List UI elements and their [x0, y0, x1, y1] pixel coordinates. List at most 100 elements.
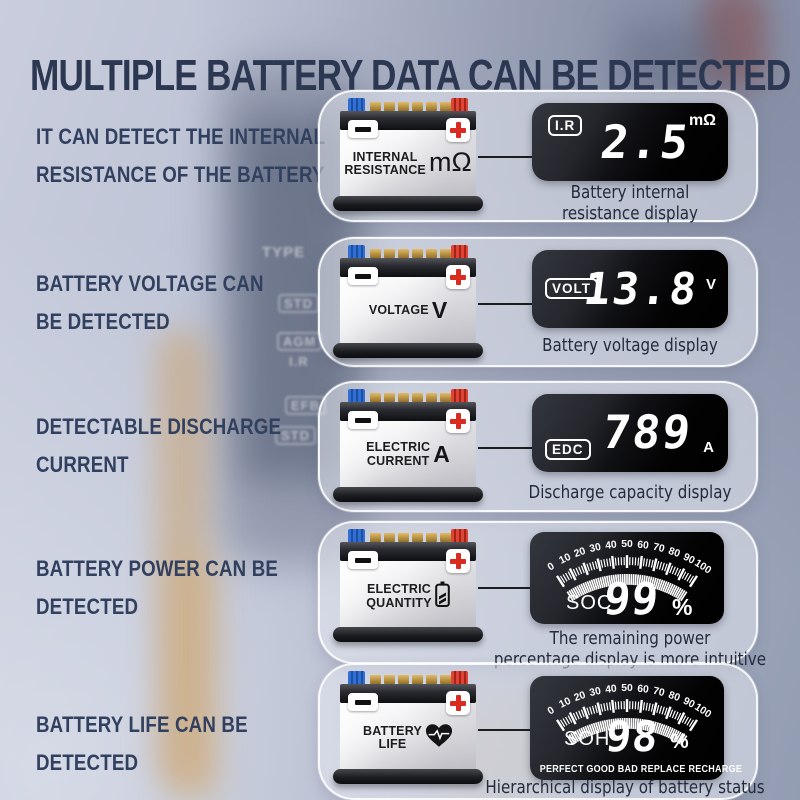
- svg-text:60: 60: [637, 540, 650, 552]
- soc-value: 99: [601, 574, 662, 625]
- faint-device-label: STD: [275, 426, 316, 445]
- battery-base: [333, 769, 483, 784]
- feature-description-life: BATTERY LIFE CAN BE DETECTED: [36, 706, 325, 782]
- battery-terminal-caps: [340, 245, 476, 258]
- negative-terminal-icon: [348, 671, 365, 684]
- display-value: 2.5: [597, 115, 694, 169]
- cell-cap-icon: [440, 675, 451, 684]
- battery-unit: V: [431, 297, 448, 323]
- minus-badge-icon: [348, 411, 378, 429]
- gauge-scale: 0 10 20 30 40 50 60 70 80 90 100: [540, 535, 714, 603]
- display-badge: I.R: [548, 115, 583, 136]
- svg-text:70: 70: [652, 542, 666, 555]
- battery-label: ELECTRIC CURRENT A: [340, 440, 476, 468]
- description-line: DETECTABLE DISCHARGE: [36, 414, 282, 439]
- feature-description-power: BATTERY POWER CAN BE DETECTED: [36, 550, 325, 626]
- lcd-display-soc: 0 10 20 30 40 50 60 70 80 90 100 SOC 99 %: [530, 532, 724, 625]
- connector-line: [478, 447, 534, 449]
- blurred-dark-shape: [618, 26, 728, 96]
- battery-illustration: INTERNAL RESISTANCE mΩ: [333, 98, 483, 211]
- battery-body: VOLTAGE V: [340, 265, 476, 343]
- positive-terminal-icon: [451, 389, 468, 402]
- feature-card-discharge-current: ELECTRIC CURRENT A EDC 789 A Discharge c…: [318, 381, 758, 512]
- description-line: DETECTED: [36, 750, 139, 775]
- display-caption: Battery internal resistance display: [496, 182, 765, 224]
- battery-illustration: VOLTAGE V: [333, 245, 483, 358]
- cell-cap-icon: [384, 102, 395, 111]
- battery-terminal-caps: [340, 671, 476, 684]
- positive-terminal-icon: [451, 529, 468, 542]
- lcd-display-voltage: VOLT 13.8 V: [532, 250, 728, 328]
- feature-card-internal-resistance: INTERNAL RESISTANCE mΩ I.R 2.5 mΩ Batter…: [318, 90, 758, 224]
- caption-line: Discharge capacity display: [528, 482, 732, 503]
- battery-base: [333, 196, 483, 211]
- cell-cap-icon: [370, 102, 381, 111]
- lcd-display-discharge-current: EDC 789 A: [532, 394, 728, 472]
- cell-cap-icon: [440, 249, 451, 258]
- cell-cap-icon: [412, 675, 423, 684]
- feature-card-life: BATTERY LIFE 0 10 20 30 40 50 60 70 80 90 100 SOH …: [318, 663, 765, 800]
- negative-terminal-icon: [348, 98, 365, 111]
- lcd-display-internal-resistance: I.R 2.5 mΩ: [532, 103, 728, 181]
- svg-text:20: 20: [573, 690, 588, 704]
- feature-card-power: ELECTRIC QUANTITY 0 10 20 30 40 50 60 70 80 90 100…: [318, 521, 766, 670]
- positive-terminal-icon: [451, 671, 468, 684]
- heart-icon: [425, 723, 453, 753]
- blurred-red-clamp: [702, 0, 766, 86]
- display-unit: A: [703, 439, 714, 456]
- cell-cap-icon: [398, 102, 409, 111]
- faint-device-label: I.R: [289, 354, 309, 369]
- positive-terminal-icon: [451, 245, 468, 258]
- battery-body: ELECTRIC QUANTITY: [340, 549, 476, 627]
- cell-cap-icon: [440, 533, 451, 542]
- description-line: BATTERY POWER CAN BE: [36, 556, 279, 581]
- feature-description-discharge-current: DETECTABLE DISCHARGE CURRENT: [36, 408, 325, 484]
- cell-cap-icon: [426, 675, 437, 684]
- display-value: 13.8: [580, 264, 702, 315]
- battery-label-line: CURRENT: [366, 453, 430, 468]
- battery-label: INTERNAL RESISTANCE mΩ: [340, 147, 476, 178]
- caption-line: Hierarchical display of battery status: [485, 777, 765, 798]
- soh-value: 98: [603, 712, 662, 761]
- faint-device-label: TYPE: [262, 244, 306, 261]
- positive-terminal-icon: [451, 98, 468, 111]
- svg-text:60: 60: [637, 684, 650, 696]
- cell-cap-icon: [426, 533, 437, 542]
- cell-cap-icon: [370, 393, 381, 402]
- svg-text:0: 0: [546, 561, 557, 573]
- battery-label-line: INTERNAL: [352, 149, 418, 164]
- display-value: 789: [599, 405, 696, 459]
- battery-base: [333, 627, 483, 642]
- battery-icon: [434, 581, 450, 612]
- description-line: CURRENT: [36, 452, 129, 477]
- svg-text:10: 10: [558, 696, 573, 711]
- caption-line: resistance display: [561, 203, 699, 224]
- svg-text:50: 50: [621, 539, 633, 550]
- battery-label-line: LIFE: [378, 737, 407, 751]
- battery-label-line: BATTERY: [362, 723, 423, 738]
- cell-cap-icon: [398, 675, 409, 684]
- cell-cap-icon: [398, 533, 409, 542]
- plus-badge-icon: [446, 118, 470, 142]
- svg-text:100: 100: [692, 702, 713, 721]
- description-line: BATTERY VOLTAGE CAN: [36, 271, 264, 296]
- cell-cap-icon: [370, 533, 381, 542]
- minus-badge-icon: [348, 120, 378, 138]
- caption-line: Battery internal: [570, 182, 690, 203]
- svg-text:50: 50: [621, 683, 633, 694]
- cell-cap-icon: [384, 533, 395, 542]
- cell-cap-icon: [412, 102, 423, 111]
- cell-cap-icon: [398, 249, 409, 258]
- battery-body: BATTERY LIFE: [340, 691, 476, 769]
- svg-text:0: 0: [546, 705, 557, 717]
- blurred-orange-strip-2: [176, 560, 216, 800]
- plus-badge-icon: [446, 691, 470, 715]
- gauge-scale: 0 10 20 30 40 50 60 70 80 90 100: [540, 679, 714, 747]
- battery-label-line: ELECTRIC: [366, 440, 431, 454]
- display-caption: Discharge capacity display: [496, 482, 765, 503]
- cell-cap-icon: [426, 393, 437, 402]
- soc-label: SOC: [566, 592, 613, 614]
- battery-body: INTERNAL RESISTANCE mΩ: [340, 118, 476, 196]
- description-line: IT CAN DETECT THE INTERNAL: [36, 124, 326, 149]
